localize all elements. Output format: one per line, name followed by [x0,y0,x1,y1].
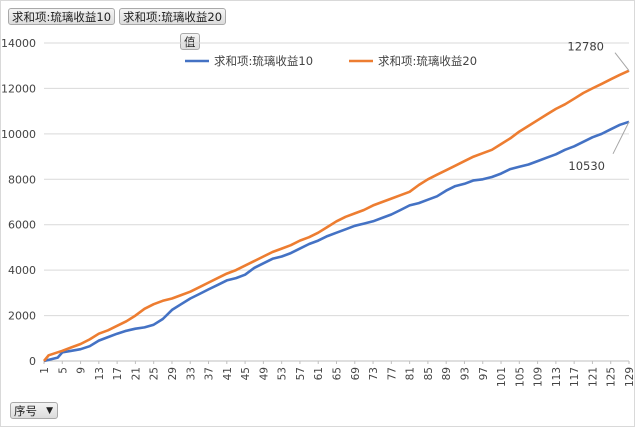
x-tick-label: 13 [94,367,106,380]
field-button-sum-20[interactable]: 求和项:琉璃收益20 [119,8,227,25]
x-tick-label: 105 [514,367,526,387]
x-tick-label: 121 [587,367,599,387]
data-label: 12780 [567,40,604,54]
x-tick-label: 109 [533,367,545,387]
x-tick-label: 85 [423,367,435,380]
x-tick-label: 45 [240,367,252,380]
x-tick-label: 17 [112,367,124,380]
y-tick-label: 2000 [8,310,36,323]
y-tick-label: 12000 [1,82,36,95]
legend-label: 求和项:琉璃收益20 [378,54,477,68]
series-line-2 [42,69,630,362]
chevron-down-icon: ▼ [46,406,53,416]
x-tick-label: 81 [405,367,417,380]
x-tick-label: 73 [368,367,380,380]
x-tick-label: 25 [149,367,161,380]
x-tick-label: 33 [185,367,197,380]
x-tick-label: 61 [313,367,325,380]
x-tick-label: 117 [569,367,581,387]
legend-label: 求和项:琉璃收益10 [214,54,313,68]
y-tick-label: 8000 [8,173,36,186]
x-tick-label: 125 [606,367,618,387]
series-lines [42,69,630,363]
x-tick-label: 37 [204,367,216,380]
x-tick-label: 57 [295,367,307,380]
x-tick-label: 101 [496,367,508,387]
x-tick-label: 89 [441,367,453,380]
x-tick-label: 1 [39,367,51,374]
leader-line [614,52,630,72]
y-tick-label: 14000 [1,37,36,50]
y-tick-label: 10000 [1,128,36,141]
axis-field-dropdown[interactable]: 序号 ▼ [10,402,58,419]
x-tick-label: 97 [478,367,490,380]
data-label: 10530 [568,159,605,173]
x-tick-label: 49 [258,367,270,380]
x-tick-label: 93 [459,367,471,380]
x-tick-label: 69 [350,367,362,380]
y-tick-label: 0 [29,355,36,368]
data-labels: 10530 12780 [567,40,630,173]
y-axis-labels: 0 2000 4000 6000 8000 10000 12000 14000 [1,37,36,368]
y-tick-label: 6000 [8,219,36,232]
x-tick-label: 41 [222,367,234,380]
x-tick-label: 65 [332,367,344,380]
x-tick-label: 129 [624,367,635,387]
values-field-button[interactable]: 值 [180,33,200,50]
x-tick-label: 113 [551,367,563,387]
x-axis-labels: 1 5 9 13 17 21 25 29 33 37 41 45 49 53 57 61 65 69 73 77 81 8… [39,361,635,387]
x-tick-label: 5 [57,367,69,374]
x-tick-label: 53 [277,367,289,380]
x-tick-label: 9 [76,367,88,374]
series-line-1 [43,120,630,363]
field-button-sum-10[interactable]: 求和项:琉璃收益10 [8,8,116,25]
leader-line [612,121,630,155]
x-tick-label: 29 [167,367,179,380]
x-tick-label: 21 [130,367,142,380]
axis-field-label: 序号 [14,404,37,418]
x-tick-label: 77 [386,367,398,380]
y-tick-label: 4000 [8,264,36,277]
legend: 求和项:琉璃收益10 求和项:琉璃收益20 [185,54,477,68]
gridlines [44,42,629,362]
